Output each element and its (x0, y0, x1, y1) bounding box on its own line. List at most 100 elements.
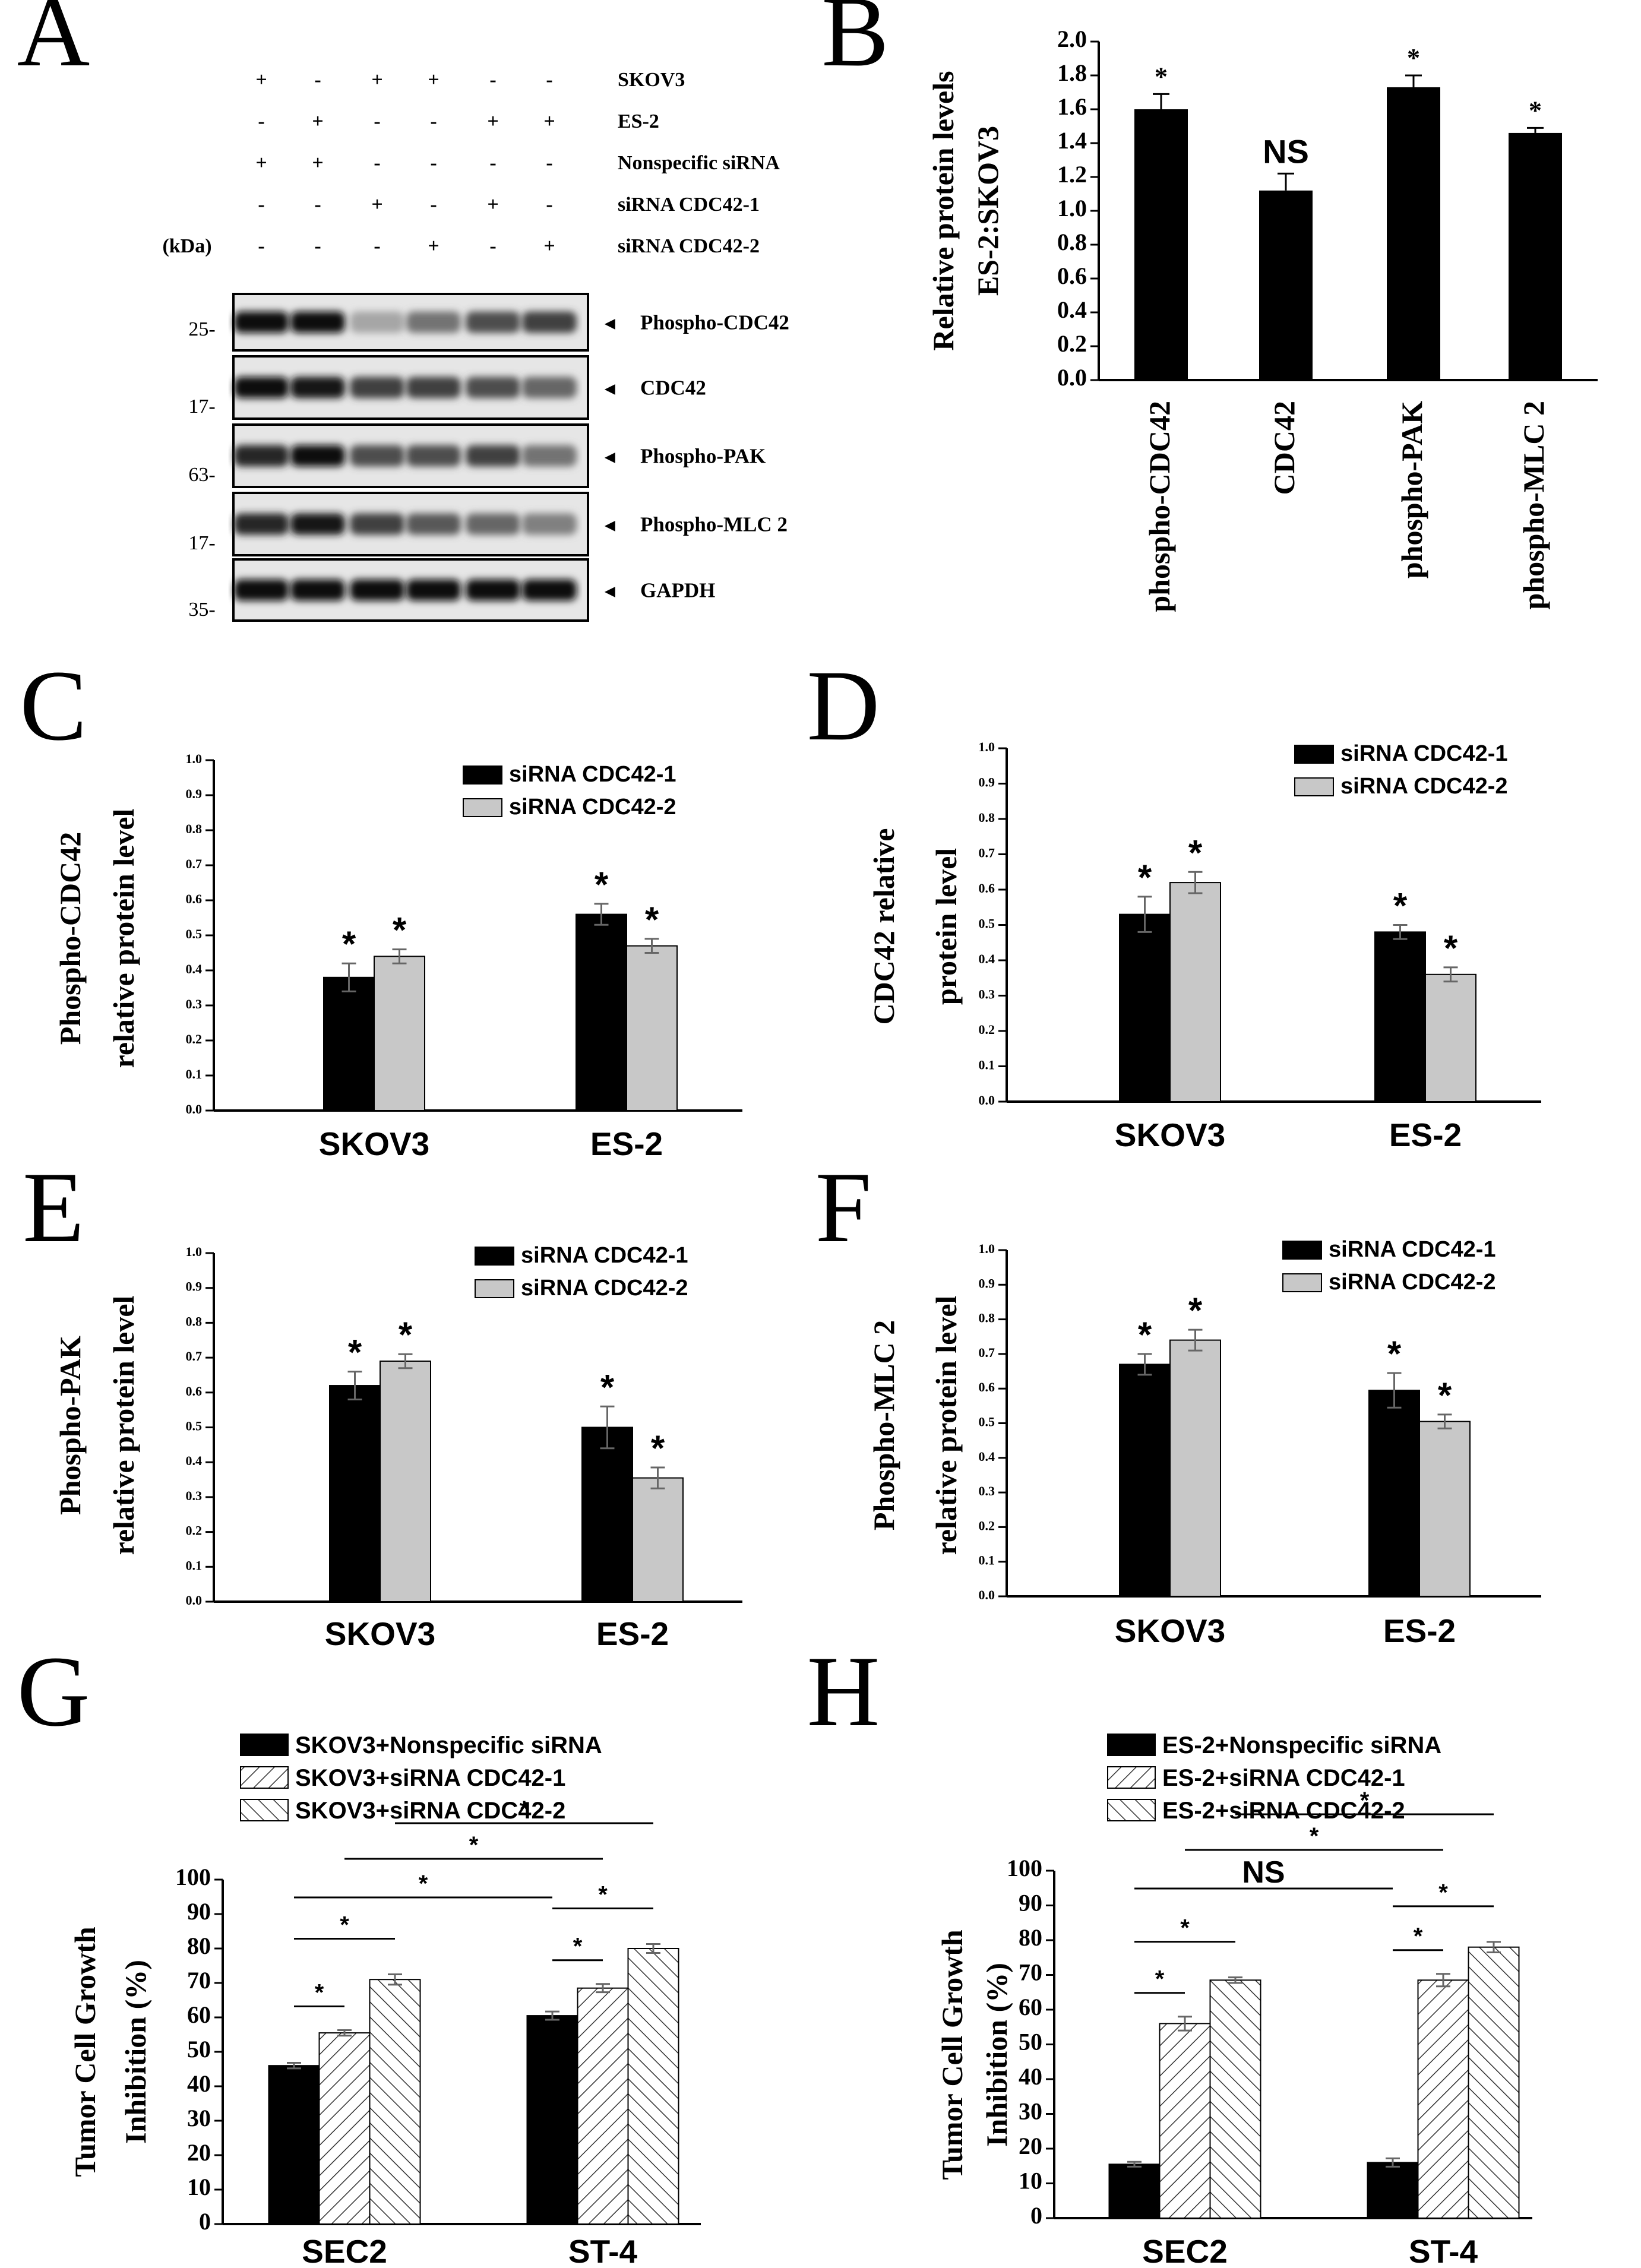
blot-band (234, 579, 289, 601)
blot-strip (232, 293, 589, 352)
blot-band (350, 579, 404, 601)
significance-star: * (399, 1315, 413, 1355)
bar (576, 913, 627, 1111)
comparison-label: * (598, 1881, 608, 1908)
x-tick-label: SKOV3 (1115, 1116, 1225, 1153)
blot-band (290, 579, 345, 601)
y-tick-label: 0.5 (186, 926, 203, 941)
treatment-sign: + (312, 110, 323, 132)
y-tick-label: 40 (1019, 2063, 1042, 2090)
x-tick-label: SEC2 (302, 2233, 387, 2268)
y-tick-label: 0.6 (186, 891, 203, 906)
panel-a-western-blot: + - + + - - SKOV3 - + - - + + ES-2 + + - - - - Nonspecific s… (162, 69, 789, 622)
treatment-sign: - (430, 194, 437, 216)
x-tick-label: ES-2 (596, 1615, 669, 1652)
legend-label: SKOV3+Nonspecific siRNA (295, 1732, 602, 1758)
blot-band (466, 445, 520, 467)
y-tick-label: 0.0 (979, 1587, 995, 1602)
bar (369, 1979, 421, 2225)
treatment-sign: - (258, 235, 264, 257)
y-tick-label: 0.8 (186, 821, 203, 836)
arrow-icon: ◄ (601, 314, 619, 334)
y-tick-label: 0.7 (979, 1345, 995, 1360)
bar (318, 2032, 371, 2225)
blot-band (522, 579, 577, 601)
significance-star: * (1138, 858, 1152, 897)
comparison-label: * (520, 1796, 529, 1823)
blot-band (466, 311, 520, 333)
treatment-sign: - (489, 235, 496, 257)
treatment-sign: + (543, 235, 555, 257)
blot-band (234, 377, 289, 398)
y-tick-label: 1.0 (186, 1244, 203, 1259)
blot-band (290, 513, 345, 535)
y-axis-title: Inhibition (%) (119, 1960, 152, 2144)
chart-panel-c: 0.0 0.1 0.2 0.3 0.4 0.5 0.6 0.7 0.8 0.9 1.0 Phospho… (53, 751, 742, 1162)
significance-label: * (1155, 62, 1168, 91)
legend-swatch (475, 1247, 514, 1266)
significance-star: * (1444, 928, 1458, 968)
chart-panel-g: 0 10 20 30 40 50 60 70 80 90 100 Tumor Cell Growth I… (68, 1732, 701, 2268)
treatment-sign: + (312, 152, 323, 174)
charts-layer: 0.0 0.2 0.4 0.6 0.8 1.0 1.2 1.4 1.6 1.8 2.0 Relativ… (53, 26, 1598, 2268)
y-tick-label: 0.3 (979, 1483, 995, 1498)
blot-band (290, 445, 345, 467)
legend-label: siRNA CDC42-1 (1340, 741, 1508, 766)
y-axis-title: Tumor Cell Growth (68, 1927, 102, 2177)
legend-swatch (1107, 1734, 1156, 1756)
legend-label: siRNA CDC42-2 (521, 1276, 688, 1301)
treatment-sign: + (255, 69, 267, 91)
arrow-icon: ◄ (601, 516, 619, 536)
chart-panel-h: 0 10 20 30 40 50 60 70 80 90 100 Tumor Cell Growth I… (935, 1732, 1532, 2268)
y-tick-label: 80 (1019, 1924, 1042, 1951)
comparison-label: * (1310, 1823, 1319, 1849)
bar (374, 956, 425, 1112)
significance-star: * (595, 865, 609, 904)
y-axis-title: Inhibition (%) (980, 1963, 1013, 2147)
y-tick-label: 1.6 (1057, 93, 1087, 120)
arrow-icon: ◄ (601, 448, 619, 467)
legend: ES-2+Nonspecific siRNA ES-2+siRNA CDC42-1… (1107, 1732, 1441, 1824)
blot-label: Phospho-CDC42 (640, 311, 789, 334)
y-tick-label: 0.9 (979, 775, 995, 790)
y-tick-label: 0.4 (186, 961, 203, 976)
bar (323, 976, 375, 1112)
y-tick-label: 0.9 (979, 1276, 995, 1290)
treatment-label: siRNA CDC42-2 (618, 235, 760, 257)
y-axis-title: relative protein level (107, 808, 140, 1068)
treatment-sign: + (428, 69, 439, 91)
y-tick-label: 0.7 (186, 856, 203, 871)
x-tick-label: phospho-PAK (1395, 401, 1428, 578)
legend-label: siRNA CDC42-1 (509, 762, 676, 787)
y-tick-label: 60 (1019, 1994, 1042, 2020)
y-axis-title: Tumor Cell Growth (935, 1929, 969, 2180)
y-tick-label: 0.8 (979, 810, 995, 825)
chart-panel-f: 0.0 0.1 0.2 0.3 0.4 0.5 0.6 0.7 0.8 0.9 1.0 Phospho… (867, 1237, 1541, 1649)
significance-star: * (1393, 886, 1408, 926)
x-tick-label: SKOV3 (319, 1125, 429, 1162)
bar (1419, 1421, 1471, 1597)
y-tick-label: 0.3 (186, 1488, 203, 1503)
bar (1387, 87, 1440, 380)
legend-swatch (463, 766, 502, 785)
y-tick-label: 0.4 (979, 1449, 995, 1464)
blot-strip (232, 492, 589, 556)
legend-swatch (1107, 1799, 1156, 1821)
blot-band (522, 445, 577, 467)
y-tick-label: 0.6 (186, 1384, 203, 1399)
bar (268, 2065, 320, 2225)
y-tick-label: 90 (187, 1898, 211, 1925)
panel-letter-h: H (807, 1636, 880, 1747)
bar (1209, 1979, 1261, 2219)
treatment-sign: + (487, 110, 498, 132)
blot-band (350, 513, 404, 535)
legend-label: siRNA CDC42-2 (1329, 1270, 1496, 1295)
y-tick-label: 10 (187, 2174, 211, 2200)
treatment-sign: - (258, 194, 264, 216)
y-axis-title: protein level (929, 848, 963, 1005)
y-tick-label: 0.2 (979, 1518, 995, 1533)
bar (1368, 1390, 1420, 1597)
bar (1468, 1946, 1520, 2219)
legend-label: siRNA CDC42-1 (1329, 1237, 1496, 1262)
